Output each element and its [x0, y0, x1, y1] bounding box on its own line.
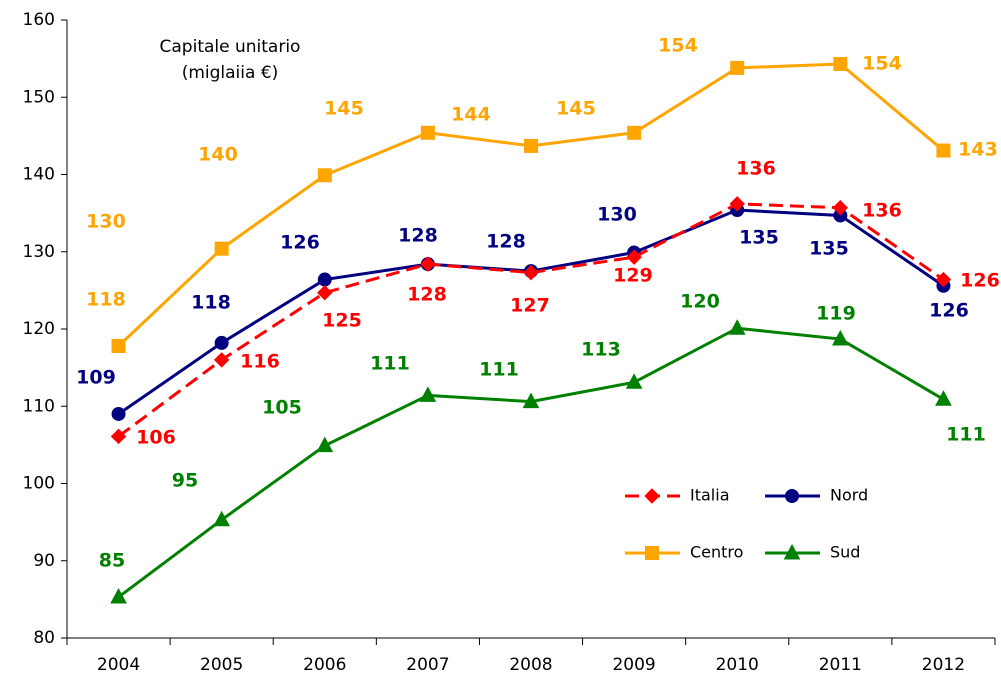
x-tick-label: 2008 — [509, 655, 552, 675]
y-tick-label: 80 — [33, 628, 55, 648]
y-tick-label: 120 — [23, 319, 55, 339]
data-label: 130 — [86, 211, 126, 233]
marker — [213, 510, 231, 527]
data-label: 135 — [809, 238, 849, 260]
legend-marker — [783, 543, 801, 560]
legend-label: Sud — [830, 543, 860, 562]
x-tick-label: 2004 — [97, 655, 140, 675]
data-label: 116 — [240, 351, 280, 373]
marker — [627, 125, 642, 140]
marker — [316, 436, 334, 453]
marker — [833, 57, 848, 72]
y-tick-label: 150 — [23, 87, 55, 107]
data-label: 130 — [597, 204, 637, 226]
data-label: 135 — [739, 227, 779, 249]
marker — [728, 319, 746, 335]
data-label: 145 — [324, 98, 364, 120]
marker — [213, 352, 230, 368]
data-label: 119 — [816, 303, 856, 325]
data-label: 154 — [658, 35, 698, 57]
annotation: Capitale unitario — [160, 37, 301, 57]
marker — [420, 125, 435, 140]
data-label: 85 — [99, 550, 125, 572]
marker — [625, 373, 643, 389]
marker — [730, 60, 745, 75]
marker — [110, 428, 127, 445]
marker — [523, 264, 539, 281]
marker — [111, 338, 126, 353]
marker — [729, 196, 745, 212]
data-label: 113 — [581, 339, 621, 361]
y-tick-label: 110 — [23, 396, 55, 416]
data-label: 154 — [862, 53, 902, 75]
legend-marker — [644, 488, 660, 504]
legend-marker — [645, 546, 659, 560]
marker — [936, 143, 951, 158]
marker — [214, 335, 229, 350]
x-tick-label: 2010 — [716, 655, 759, 675]
series-line — [117, 202, 945, 438]
marker — [935, 271, 952, 288]
legend-label: Nord — [830, 486, 868, 505]
marker — [110, 587, 127, 604]
x-tick-label: 2007 — [406, 655, 449, 675]
data-label: 120 — [680, 291, 720, 313]
data-label: 126 — [929, 300, 969, 322]
data-label: 140 — [198, 144, 238, 166]
legend-marker — [785, 489, 799, 503]
x-tick-label: 2006 — [303, 655, 346, 675]
marker — [524, 138, 538, 153]
data-label: 136 — [736, 158, 776, 180]
data-label: 111 — [479, 359, 519, 381]
data-label: 128 — [486, 231, 526, 253]
marker — [832, 200, 849, 216]
marker — [111, 406, 126, 421]
marker — [317, 272, 332, 287]
data-label: 106 — [136, 427, 176, 449]
data-label: 129 — [613, 265, 653, 287]
data-label: 136 — [862, 200, 902, 222]
x-tick-label: 2011 — [819, 655, 862, 675]
marker — [419, 386, 437, 402]
marker — [317, 168, 332, 183]
data-label: 127 — [510, 295, 550, 317]
data-label: 128 — [407, 284, 447, 306]
marker — [831, 329, 849, 346]
marker — [317, 284, 333, 301]
data-label: 126 — [280, 232, 320, 254]
marker — [420, 256, 436, 272]
data-label: 128 — [398, 225, 438, 247]
data-label: 118 — [86, 289, 126, 311]
data-label: 109 — [76, 367, 116, 389]
y-tick-label: 140 — [23, 165, 55, 185]
x-tick-label: 2009 — [612, 655, 655, 675]
y-tick-label: 100 — [23, 474, 55, 494]
marker — [214, 241, 229, 256]
data-label: 144 — [451, 104, 491, 126]
y-tick-label: 130 — [23, 242, 55, 262]
data-label: 145 — [556, 98, 596, 120]
data-label: 111 — [370, 353, 410, 375]
data-label: 143 — [958, 139, 998, 161]
marker — [626, 249, 642, 265]
data-label: 125 — [322, 310, 362, 332]
data-label: 111 — [946, 424, 986, 446]
annotation: (miglaiia €) — [182, 63, 279, 83]
legend-label: Centro — [690, 543, 743, 562]
marker — [935, 390, 952, 406]
y-tick-label: 160 — [23, 10, 55, 30]
data-label: 95 — [172, 470, 198, 492]
y-tick-label: 90 — [33, 551, 55, 571]
data-label: 126 — [960, 270, 1000, 292]
legend-label: Italia — [690, 486, 730, 505]
data-label: 105 — [262, 397, 302, 419]
marker — [522, 392, 540, 409]
data-label: 118 — [191, 292, 231, 314]
x-tick-label: 2005 — [200, 655, 243, 675]
x-tick-label: 2012 — [922, 655, 965, 675]
